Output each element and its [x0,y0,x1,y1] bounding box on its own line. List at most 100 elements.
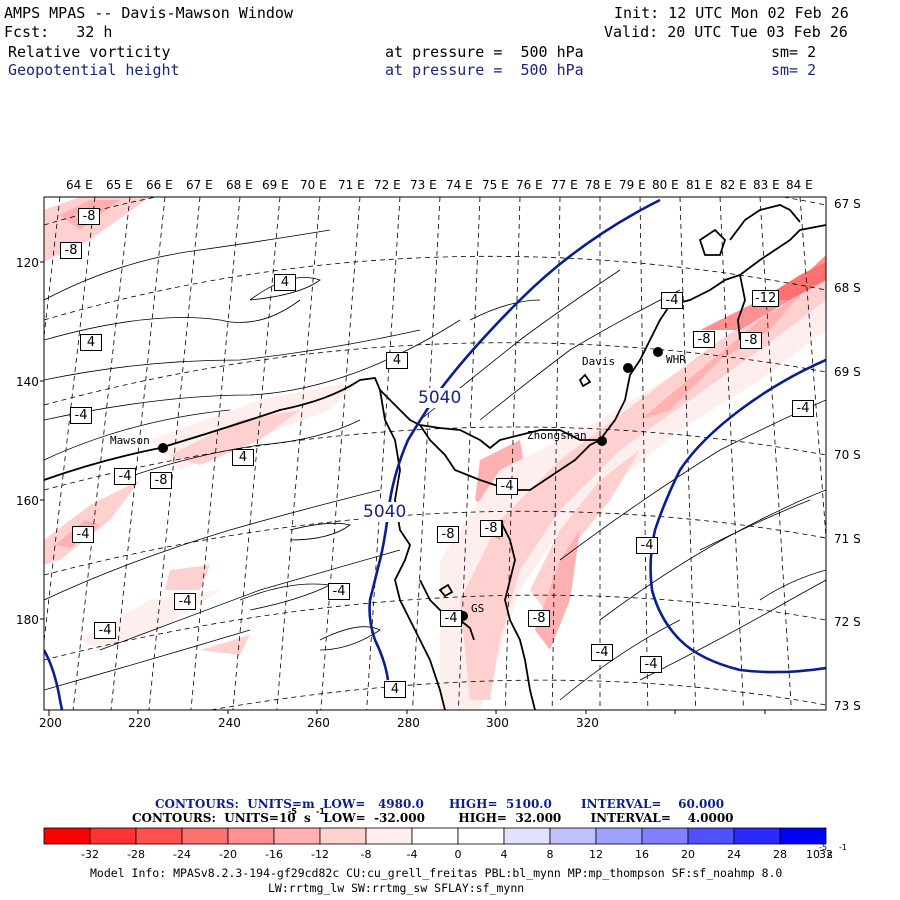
lon-label: 84 E [786,178,813,192]
vorticity-shading [44,197,826,710]
colorbar-tick-label: -24 [173,848,191,861]
vorticity-contour-label: 4 [386,352,408,369]
x-label: 240 [218,716,241,730]
lon-label: 70 E [300,178,327,192]
field1-smooth: sm= 2 [771,43,817,61]
lon-label: 68 E [226,178,253,192]
colorbar-swatch [227,827,275,845]
vorticity-contour-label: -4 [70,407,92,424]
x-label: 220 [128,716,151,730]
field1-name: Relative vorticity [8,43,171,61]
colorbar-units-exponent-a: -5 [819,843,827,852]
station-marker-zhongshan [597,436,607,446]
colorbar-swatch [549,827,597,845]
vorticity-contour-label: -12 [752,290,780,307]
colorbar-swatch [457,827,505,845]
colorbar-tick-label: 24 [727,848,741,861]
colorbar-swatch [503,827,551,845]
vorticity-contours-legend: CONTOURS: UNITS=10 s LOW= -32.000 HIGH= … [132,811,734,825]
colorbar-swatch [365,827,413,845]
station-marker-whr [653,347,663,357]
map-frame [43,196,827,711]
y-label: 160 [16,494,39,508]
field2-smooth: sm= 2 [771,61,817,79]
vorticity-contour-label: -8 [437,526,459,543]
colorbar [43,827,827,845]
colorbar-units-exponent-b: -1 [839,843,847,852]
colorbar-swatch [595,827,643,845]
colorbar-tick-label: -8 [360,848,372,861]
vorticity-contour-label: -4 [440,610,462,627]
field2-level: at pressure = 500 hPa [385,61,584,79]
lon-label: 77 E [551,178,578,192]
lat-label: 67 S [834,197,861,211]
model-info-line1: Model Info: MPASv8.2.3-194-gf29cd82c CU:… [90,866,783,880]
model-info-line2: LW:rrtmg_lw SW:rrtmg_sw SFLAY:sf_mynn [268,881,525,895]
colorbar-tick-label: 12 [589,848,603,861]
vorticity-contour-label: 4 [80,334,102,351]
colorbar-units: 10 s [806,848,833,861]
station-markers [158,347,663,621]
colorbar-swatch [687,827,735,845]
vorticity-contour-label: -4 [661,292,683,309]
vorticity-contour-label: -4 [94,622,116,639]
colorbar-swatch [43,827,91,845]
vorticity-contour-label: -4 [636,537,658,554]
lon-label: 65 E [106,178,133,192]
station-label-zhongshan: Zhongshan [527,429,587,442]
x-label: 200 [39,716,62,730]
lon-label: 69 E [262,178,289,192]
vorticity-contour-label: 4 [232,449,254,466]
coastline [44,204,826,710]
field2-name: Geopotential height [8,61,180,79]
colorbar-tick-label: 32 [819,848,833,861]
vorticity-contour-label: -4 [640,656,662,673]
station-label-gs: GS [471,602,485,615]
vorticity-contour-label: -4 [496,478,518,495]
colorbar-swatch [641,827,689,845]
x-label: 320 [576,716,599,730]
colorbar-tick-label: 20 [681,848,695,861]
vorticity-contours [44,229,826,701]
station-label-mawson: Mawson [110,434,150,447]
init-time: Init: 12 UTC Mon 02 Feb 26 [614,4,849,22]
vorticity-units-exponent-a: -5 [288,807,297,816]
lat-label: 72 S [834,615,861,629]
lon-label: 73 E [410,178,437,192]
lon-label: 75 E [482,178,509,192]
lon-label: 64 E [66,178,93,192]
vorticity-units-exponent-b: -1 [316,807,325,816]
vorticity-contour-label: -8 [78,208,100,225]
lon-label: 83 E [753,178,780,192]
vorticity-contour-label: -4 [591,644,613,661]
axis-ticks [40,261,766,716]
colorbar-swatch [135,827,183,845]
x-label: 280 [397,716,420,730]
lon-label: 79 E [619,178,646,192]
forecast-hour: Fcst: 32 h [4,23,113,41]
colorbar-tick-label: 28 [773,848,787,861]
lat-label: 73 S [834,699,861,713]
lon-label: 81 E [686,178,713,192]
colorbar-swatch [319,827,367,845]
colorbar-tick-label: -4 [406,848,418,861]
colorbar-tick-label: 0 [454,848,462,861]
colorbar-swatch [733,827,781,845]
lon-label: 66 E [146,178,173,192]
lat-label: 68 S [834,281,861,295]
y-label: 180 [16,613,39,627]
lon-label: 78 E [585,178,612,192]
lat-label: 69 S [834,365,861,379]
vorticity-contour-label: -4 [792,400,814,417]
lon-label: 67 E [186,178,213,192]
lon-label: 74 E [446,178,473,192]
station-marker-davis [623,363,633,373]
valid-time: Valid: 20 UTC Tue 03 Feb 26 [604,23,848,41]
station-marker-mawson [158,443,168,453]
vorticity-contour-label: -8 [60,242,82,259]
lat-label: 70 S [834,448,861,462]
vorticity-contour-label: 4 [274,274,296,291]
lon-label: 80 E [652,178,679,192]
y-label: 120 [16,256,39,270]
